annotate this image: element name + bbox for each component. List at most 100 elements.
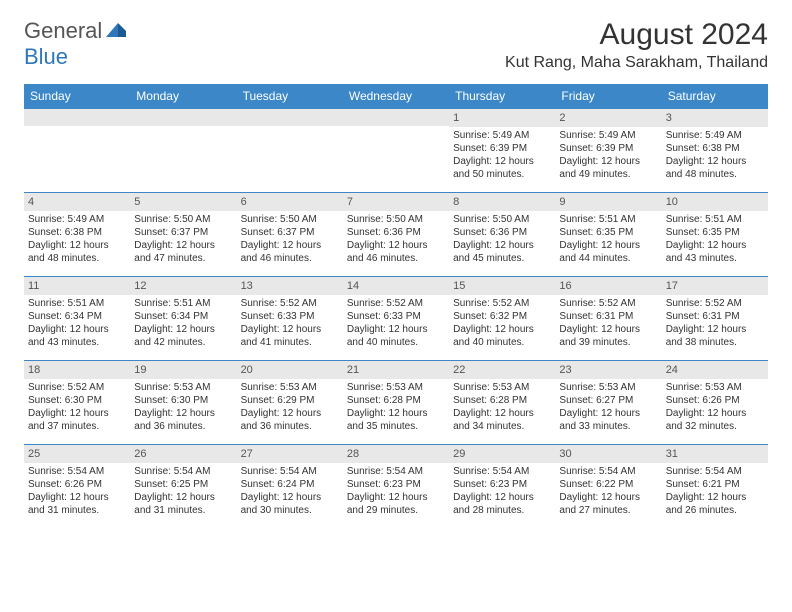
day-cell: 20Sunrise: 5:53 AMSunset: 6:29 PMDayligh… [237, 361, 343, 445]
day-details: Sunrise: 5:50 AMSunset: 6:36 PMDaylight:… [453, 213, 551, 265]
calendar-week-row: 25Sunrise: 5:54 AMSunset: 6:26 PMDayligh… [24, 445, 768, 529]
logo-text-blue: Blue [24, 44, 68, 69]
day-details: Sunrise: 5:50 AMSunset: 6:37 PMDaylight:… [134, 213, 232, 265]
day-number: 15 [449, 277, 555, 295]
page-header: General August 2024 Kut Rang, Maha Sarak… [0, 0, 792, 76]
day-details: Sunrise: 5:54 AMSunset: 6:22 PMDaylight:… [559, 465, 657, 517]
day-number: 4 [24, 193, 130, 211]
title-block: August 2024 Kut Rang, Maha Sarakham, Tha… [505, 18, 768, 72]
logo: General [24, 18, 128, 44]
day-cell: 28 Sunrise: 5:54 AMSunset: 6:23 PMDayligh… [343, 445, 449, 529]
day-details: Sunrise: 5:51 AMSunset: 6:35 PMDaylight:… [666, 213, 764, 265]
day-number: 18 [24, 361, 130, 379]
day-number: 31 [662, 445, 768, 463]
day-number: 7 [343, 193, 449, 211]
day-cell: 30 Sunrise: 5:54 AMSunset: 6:22 PMDayligh… [555, 445, 661, 529]
day-details: Sunrise: 5:54 AMSunset: 6:21 PMDaylight:… [666, 465, 764, 517]
day-details: Sunrise: 5:51 AMSunset: 6:34 PMDaylight:… [28, 297, 126, 349]
weekday-header: Sunday [24, 84, 130, 109]
day-details: Sunrise: 5:54 AMSunset: 6:25 PMDaylight:… [134, 465, 232, 517]
day-cell: 14 Sunrise: 5:52 AMSunset: 6:33 PMDayligh… [343, 277, 449, 361]
day-number: 5 [130, 193, 236, 211]
day-details: Sunrise: 5:52 AMSunset: 6:33 PMDaylight:… [241, 297, 339, 349]
day-details: Sunrise: 5:52 AMSunset: 6:30 PMDaylight:… [28, 381, 126, 433]
day-cell: 11 Sunrise: 5:51 AMSunset: 6:34 PMDayligh… [24, 277, 130, 361]
calendar-table: SundayMondayTuesdayWednesdayThursdayFrid… [24, 84, 768, 529]
day-number: 22 [449, 361, 555, 379]
location-text: Kut Rang, Maha Sarakham, Thailand [505, 54, 768, 72]
day-cell: 17 Sunrise: 5:52 AMSunset: 6:31 PMDayligh… [662, 277, 768, 361]
day-number: 14 [343, 277, 449, 295]
day-cell: 31 Sunrise: 5:54 AMSunset: 6:21 PMDayligh… [662, 445, 768, 529]
day-cell: 19Sunrise: 5:53 AMSunset: 6:30 PMDayligh… [130, 361, 236, 445]
day-details: Sunrise: 5:52 AMSunset: 6:33 PMDaylight:… [347, 297, 445, 349]
weekday-header: Monday [130, 84, 236, 109]
calendar-week-row: 1Sunrise: 5:49 AMSunset: 6:39 PMDaylight… [24, 109, 768, 193]
day-number: 30 [555, 445, 661, 463]
day-cell: 23 Sunrise: 5:53 AMSunset: 6:27 PMDayligh… [555, 361, 661, 445]
day-number: 10 [662, 193, 768, 211]
weekday-header: Saturday [662, 84, 768, 109]
day-details: Sunrise: 5:54 AMSunset: 6:23 PMDaylight:… [347, 465, 445, 517]
weekday-header: Tuesday [237, 84, 343, 109]
day-number: 8 [449, 193, 555, 211]
day-cell: 26Sunrise: 5:54 AMSunset: 6:25 PMDayligh… [130, 445, 236, 529]
logo-text-general: General [24, 18, 102, 44]
day-number: 12 [130, 277, 236, 295]
empty-day-bar [343, 109, 449, 126]
calendar-week-row: 18 Sunrise: 5:52 AMSunset: 6:30 PMDayligh… [24, 361, 768, 445]
day-cell: 21Sunrise: 5:53 AMSunset: 6:28 PMDayligh… [343, 361, 449, 445]
day-cell: 18 Sunrise: 5:52 AMSunset: 6:30 PMDayligh… [24, 361, 130, 445]
day-number: 6 [237, 193, 343, 211]
month-title: August 2024 [505, 18, 768, 52]
day-details: Sunrise: 5:52 AMSunset: 6:31 PMDaylight:… [559, 297, 657, 349]
day-details: Sunrise: 5:52 AMSunset: 6:32 PMDaylight:… [453, 297, 551, 349]
day-number: 23 [555, 361, 661, 379]
day-cell: 6 Sunrise: 5:50 AMSunset: 6:37 PMDaylight… [237, 193, 343, 277]
day-cell: 1Sunrise: 5:49 AMSunset: 6:39 PMDaylight… [449, 109, 555, 193]
weekday-header-row: SundayMondayTuesdayWednesdayThursdayFrid… [24, 84, 768, 109]
day-number: 19 [130, 361, 236, 379]
day-cell: 29Sunrise: 5:54 AMSunset: 6:23 PMDayligh… [449, 445, 555, 529]
day-number: 9 [555, 193, 661, 211]
weekday-header: Friday [555, 84, 661, 109]
day-cell: 13 Sunrise: 5:52 AMSunset: 6:33 PMDayligh… [237, 277, 343, 361]
empty-day-bar [237, 109, 343, 126]
day-number: 2 [555, 109, 661, 127]
day-cell: 10 Sunrise: 5:51 AMSunset: 6:35 PMDayligh… [662, 193, 768, 277]
day-details: Sunrise: 5:49 AMSunset: 6:39 PMDaylight:… [453, 129, 551, 181]
calendar-week-row: 4 Sunrise: 5:49 AMSunset: 6:38 PMDaylight… [24, 193, 768, 277]
day-details: Sunrise: 5:50 AMSunset: 6:36 PMDaylight:… [347, 213, 445, 265]
day-details: Sunrise: 5:53 AMSunset: 6:27 PMDaylight:… [559, 381, 657, 433]
day-cell: 25Sunrise: 5:54 AMSunset: 6:26 PMDayligh… [24, 445, 130, 529]
day-number: 24 [662, 361, 768, 379]
day-details: Sunrise: 5:49 AMSunset: 6:39 PMDaylight:… [559, 129, 657, 181]
day-number: 3 [662, 109, 768, 127]
day-number: 21 [343, 361, 449, 379]
day-details: Sunrise: 5:49 AMSunset: 6:38 PMDaylight:… [666, 129, 764, 181]
day-number: 17 [662, 277, 768, 295]
day-cell: 15 Sunrise: 5:52 AMSunset: 6:32 PMDayligh… [449, 277, 555, 361]
day-cell: 3 Sunrise: 5:49 AMSunset: 6:38 PMDaylight… [662, 109, 768, 193]
day-number: 28 [343, 445, 449, 463]
day-cell: 12Sunrise: 5:51 AMSunset: 6:34 PMDayligh… [130, 277, 236, 361]
day-details: Sunrise: 5:54 AMSunset: 6:24 PMDaylight:… [241, 465, 339, 517]
empty-day-cell [130, 109, 236, 193]
day-number: 13 [237, 277, 343, 295]
day-details: Sunrise: 5:53 AMSunset: 6:29 PMDaylight:… [241, 381, 339, 433]
day-details: Sunrise: 5:52 AMSunset: 6:31 PMDaylight:… [666, 297, 764, 349]
day-details: Sunrise: 5:50 AMSunset: 6:37 PMDaylight:… [241, 213, 339, 265]
day-cell: 9 Sunrise: 5:51 AMSunset: 6:35 PMDaylight… [555, 193, 661, 277]
empty-day-bar [24, 109, 130, 126]
day-details: Sunrise: 5:51 AMSunset: 6:35 PMDaylight:… [559, 213, 657, 265]
logo-blue-text-wrap: Blue [24, 44, 68, 70]
day-number: 11 [24, 277, 130, 295]
day-number: 27 [237, 445, 343, 463]
day-cell: 27 Sunrise: 5:54 AMSunset: 6:24 PMDayligh… [237, 445, 343, 529]
empty-day-cell [24, 109, 130, 193]
empty-day-cell [343, 109, 449, 193]
weekday-header: Wednesday [343, 84, 449, 109]
day-details: Sunrise: 5:49 AMSunset: 6:38 PMDaylight:… [28, 213, 126, 265]
weekday-header: Thursday [449, 84, 555, 109]
empty-day-bar [130, 109, 236, 126]
